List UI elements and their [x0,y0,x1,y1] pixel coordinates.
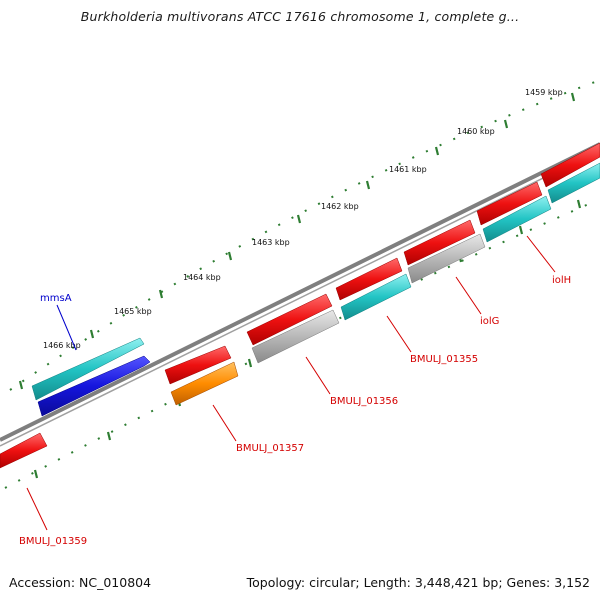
label-BMULJ_01359[interactable]: BMULJ_01359 [19,536,87,547]
outer-tick-ring [9,81,596,391]
label-iolG[interactable]: iolG [480,316,499,327]
label-BMULJ_01355[interactable]: BMULJ_01355 [410,354,478,365]
gene-BMULJ_01356-arrow[interactable] [251,309,340,364]
tick-label-1466: 1466 kbp [43,341,81,350]
label-leader-lines [26,235,556,531]
gene-BMULJ_01359-arrow[interactable] [0,432,48,469]
gene-red-1460-arrow[interactable] [476,181,543,226]
gene-mmsA-arrow[interactable] [31,337,145,401]
tick-label-1463: 1463 kbp [252,238,290,247]
map-title: Burkholderia multivorans ATCC 17616 chro… [80,9,520,24]
gene-arrows[interactable] [0,142,600,469]
label-BMULJ_01357[interactable]: BMULJ_01357 [236,443,304,454]
label-mmsA[interactable]: mmsA [40,293,72,304]
tick-label-1459: 1459 kbp [525,88,563,97]
gene-red-1464-arrow[interactable] [164,345,232,385]
accession-label: Accession: NC_010804 [9,575,152,590]
gene-BMULJ_01355-arrow[interactable] [340,273,412,321]
tick-label-1464: 1464 kbp [183,273,221,282]
gene-red-right-arrow[interactable] [540,142,600,188]
label-iolH[interactable]: iolH [552,275,571,286]
gene-red-1463-arrow[interactable] [246,293,333,346]
gene-BMULJ_01357-arrow[interactable] [170,361,239,406]
gene-cyan-right-arrow[interactable] [547,162,600,204]
tick-label-1461: 1461 kbp [389,165,427,174]
inner-major-ticks [33,199,582,479]
chromosome-backbone [0,142,600,447]
gene-iolH-arrow[interactable] [482,195,552,243]
tick-label-1465: 1465 kbp [114,307,152,316]
major-ticks [18,92,576,390]
genome-summary: Topology: circular; Length: 3,448,421 bp… [246,575,590,590]
gene-red-1461-arrow[interactable] [403,219,476,266]
tick-label-1462: 1462 kbp [321,202,359,211]
gene-red-1462-arrow[interactable] [335,257,403,301]
label-BMULJ_01356[interactable]: BMULJ_01356 [330,396,398,407]
gene-iolG-arrow[interactable] [407,233,486,284]
tick-label-1460: 1460 kbp [457,127,495,136]
gene-blue-arrow[interactable] [37,355,151,417]
